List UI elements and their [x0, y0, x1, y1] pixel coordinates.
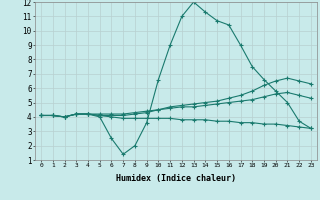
- X-axis label: Humidex (Indice chaleur): Humidex (Indice chaleur): [116, 174, 236, 183]
